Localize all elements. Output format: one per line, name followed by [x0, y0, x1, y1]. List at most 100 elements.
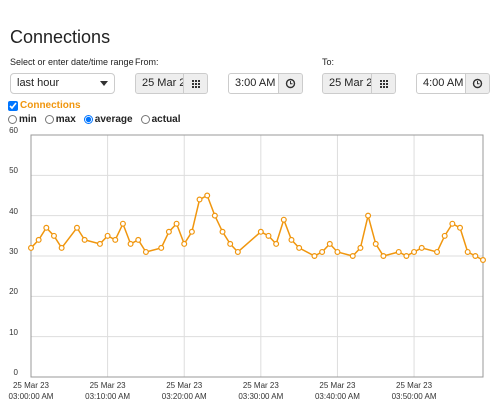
data-point — [296, 244, 303, 251]
y-tick-label: 30 — [9, 247, 18, 256]
x-tick-label: 25 Mar 23 03:30:00 AM — [238, 381, 284, 401]
data-point — [395, 248, 402, 255]
from-time[interactable]: 3:00 AM — [228, 73, 303, 94]
data-point — [135, 236, 142, 243]
data-point — [96, 240, 103, 247]
series-toggle[interactable]: Connections — [8, 100, 81, 111]
data-point — [411, 248, 418, 255]
from-time-text: 3:00 AM — [235, 77, 276, 89]
data-point — [326, 240, 333, 247]
data-point — [273, 240, 280, 247]
data-point — [234, 248, 241, 255]
data-point — [311, 253, 318, 260]
clock-button[interactable] — [465, 74, 489, 93]
data-point — [457, 224, 464, 231]
data-point — [58, 244, 65, 251]
series-name: Connections — [20, 100, 81, 111]
to-date[interactable]: 25 Mar 23 — [322, 73, 396, 94]
data-point — [81, 236, 88, 243]
clock-button[interactable] — [278, 74, 302, 93]
data-point — [319, 248, 326, 255]
from-date-text: 25 Mar 23 — [142, 77, 192, 89]
clock-icon — [472, 78, 483, 89]
series-checkbox[interactable] — [8, 100, 18, 111]
data-point — [434, 248, 441, 255]
data-point — [119, 220, 126, 227]
data-point — [28, 244, 35, 251]
from-label: From: — [135, 57, 159, 67]
to-date-text: 25 Mar 23 — [329, 77, 379, 89]
mode-label: max — [55, 114, 76, 125]
data-point — [441, 232, 448, 239]
data-point — [219, 228, 226, 235]
data-point — [257, 228, 264, 235]
page-title: Connections — [10, 27, 111, 47]
data-point — [372, 240, 379, 247]
data-point — [480, 257, 487, 264]
calendar-icon — [192, 80, 200, 88]
range-select[interactable]: last hour — [10, 73, 115, 94]
y-tick-label: 60 — [9, 126, 18, 135]
data-point — [181, 240, 188, 247]
data-point — [104, 232, 111, 239]
data-point — [158, 244, 165, 251]
data-point — [464, 248, 471, 255]
calendar-button[interactable] — [371, 74, 395, 93]
calendar-button[interactable] — [183, 74, 207, 93]
data-point — [357, 244, 364, 251]
data-point — [349, 253, 356, 260]
data-point — [43, 224, 50, 231]
mode-option[interactable]: average — [83, 114, 133, 125]
from-date[interactable]: 25 Mar 23 — [135, 73, 208, 94]
mode-option[interactable]: min — [8, 114, 37, 125]
to-label: To: — [322, 57, 335, 67]
data-point — [204, 192, 211, 199]
mode-radio[interactable] — [44, 115, 54, 124]
data-point — [418, 244, 425, 251]
data-point — [449, 220, 456, 227]
clock-icon — [285, 78, 296, 89]
data-point — [173, 220, 180, 227]
data-point — [127, 240, 134, 247]
y-tick-label: 20 — [9, 287, 18, 297]
x-tick-label: 25 Mar 23 03:00:00 AM — [8, 381, 54, 401]
data-point — [288, 236, 295, 243]
mode-group: min max average actual — [8, 114, 181, 125]
plot-border — [30, 134, 484, 378]
data-point — [380, 253, 387, 260]
mode-option[interactable]: actual — [140, 114, 181, 125]
data-point — [403, 253, 410, 260]
mode-label: actual — [151, 114, 181, 125]
data-point — [142, 248, 149, 255]
y-tick-label: 50 — [9, 166, 18, 176]
y-tick-label: 40 — [9, 206, 18, 216]
to-time[interactable]: 4:00 AM — [416, 73, 490, 94]
data-point — [35, 236, 42, 243]
data-point — [472, 253, 479, 260]
y-tick-label: 10 — [9, 327, 18, 337]
data-point — [265, 232, 272, 239]
mode-label: average — [94, 114, 133, 125]
data-point — [50, 232, 57, 239]
y-tick-label: 0 — [13, 368, 18, 377]
to-time-text: 4:00 AM — [423, 77, 464, 89]
x-tick-label: 25 Mar 23 03:50:00 AM — [391, 381, 437, 401]
data-point — [227, 240, 234, 247]
mode-radio[interactable] — [8, 115, 17, 124]
x-tick-label: 25 Mar 23 03:10:00 AM — [85, 381, 131, 401]
x-tick-label: 25 Mar 23 03:20:00 AM — [161, 381, 207, 401]
data-point — [188, 228, 195, 235]
mode-radio[interactable] — [83, 115, 93, 124]
data-point — [365, 212, 372, 219]
range-value: last hour — [17, 77, 60, 89]
calendar-icon — [380, 80, 388, 88]
data-point — [334, 248, 341, 255]
mode-option[interactable]: max — [44, 114, 76, 125]
data-point — [211, 212, 218, 219]
mode-radio[interactable] — [140, 115, 150, 124]
data-point — [73, 224, 80, 231]
dropdown-arrow — [100, 81, 108, 86]
data-point — [280, 216, 287, 223]
data-point — [112, 236, 119, 243]
